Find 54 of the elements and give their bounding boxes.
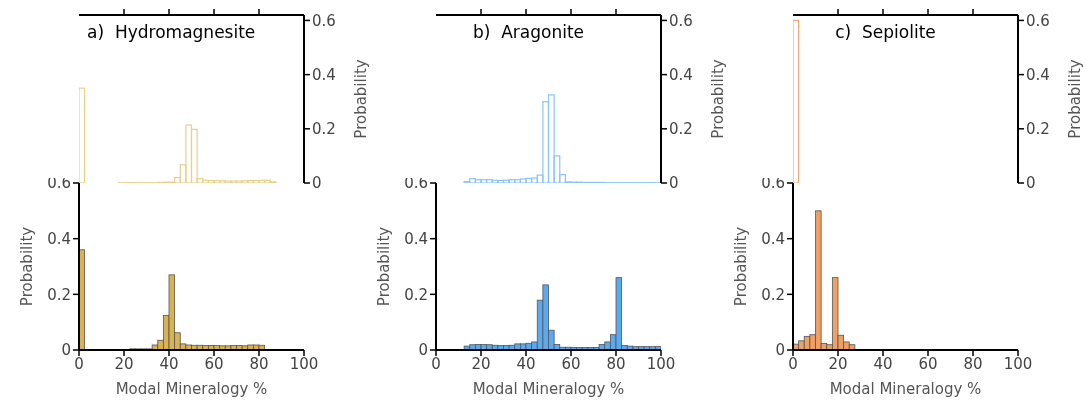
x-tick-label: 20 xyxy=(828,354,848,373)
x-axis-title: Modal Mineralogy % xyxy=(472,380,625,398)
y-tick-label: 0.6 xyxy=(404,174,428,193)
x-tick-label: 40 xyxy=(873,354,893,373)
y-tick-label: 0.6 xyxy=(46,174,71,193)
y-axis-title: Probability xyxy=(18,226,37,307)
y2-tick-label: 0 xyxy=(669,174,679,193)
y2-tick-label: 0.2 xyxy=(311,120,336,139)
y2-tick-label: 0.4 xyxy=(1026,65,1050,84)
y2-tick-label: 0 xyxy=(1026,174,1036,193)
y-tick-label: 0.2 xyxy=(404,285,428,304)
x-axis-title: Modal Mineralogy % xyxy=(115,380,268,398)
text: a) Hydromagnesite xyxy=(87,22,256,42)
y2-tick-label: 0.2 xyxy=(1026,120,1050,139)
x-tick-label: 20 xyxy=(114,354,134,373)
x-tick-label: 40 xyxy=(516,354,536,373)
x-tick-label: 60 xyxy=(561,354,581,373)
x-tick-label: 100 xyxy=(646,354,676,373)
x-tick-label: 80 xyxy=(249,354,269,373)
y2-tick-label: 0.4 xyxy=(311,65,336,84)
y-tick-label: 0.4 xyxy=(404,229,428,248)
x-tick-label: 100 xyxy=(1003,354,1033,373)
x-tick-label: 100 xyxy=(289,354,319,373)
y2-tick-label: 0.6 xyxy=(311,11,336,30)
text: b) Aragonite xyxy=(472,22,585,42)
y2-axis-title: Probability xyxy=(709,59,728,139)
y-tick-label: 0.2 xyxy=(46,285,71,304)
y-tick-label: 0 xyxy=(61,341,71,360)
y2-tick-label: 0 xyxy=(311,174,322,193)
y-tick-label: 0.6 xyxy=(761,174,785,193)
y-axis-title: Probability xyxy=(732,226,751,307)
y-tick-label: 0.2 xyxy=(761,285,785,304)
x-tick-label: 40 xyxy=(159,354,179,373)
y2-tick-label: 0.4 xyxy=(669,65,693,84)
y2-axis-title: Probability xyxy=(1066,59,1085,139)
x-tick-label: 20 xyxy=(471,354,491,373)
y2-tick-label: 0.2 xyxy=(669,120,693,139)
y-tick-label: 0.4 xyxy=(761,229,785,248)
x-tick-label: 0 xyxy=(73,354,84,373)
x-axis-title: Modal Mineralogy % xyxy=(829,380,982,398)
x-tick-label: 0 xyxy=(788,354,798,373)
x-tick-label: 80 xyxy=(606,354,626,373)
y-tick-label: 0.4 xyxy=(46,229,71,248)
text: c) Sepiolite xyxy=(835,22,936,42)
y-axis-title: Probability xyxy=(375,226,394,307)
x-tick-label: 0 xyxy=(431,354,441,373)
y-tick-label: 0 xyxy=(418,341,428,360)
x-tick-label: 60 xyxy=(918,354,938,373)
x-tick-label: 60 xyxy=(204,354,224,373)
y-tick-label: 0 xyxy=(775,341,785,360)
y2-axis-title: Probability xyxy=(352,59,371,139)
x-tick-label: 80 xyxy=(963,354,983,373)
y2-tick-label: 0.6 xyxy=(1026,11,1050,30)
y2-tick-label: 0.6 xyxy=(669,11,693,30)
